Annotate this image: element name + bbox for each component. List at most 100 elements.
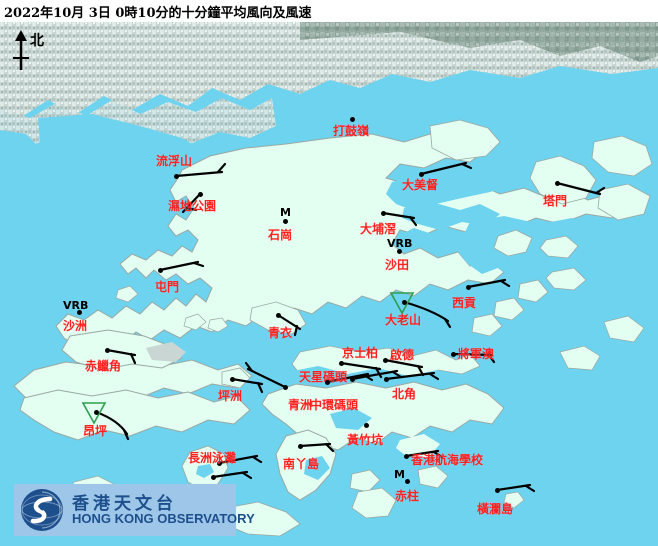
station-wind-code: VRB [387,237,413,250]
station-dot-icon [397,249,402,254]
logo-title-zh: 香港天文台 [72,494,177,514]
wind-barb-shaft [381,211,416,220]
wind-barb-feather [443,317,452,329]
station-label: 西貢 [452,296,477,310]
wind-barb-feather [499,279,511,288]
wind-barb-shaft [211,470,249,479]
hko-logo: 香港天文台 HONG KONG OBSERVATORY [14,484,255,536]
wind-barb-shaft [495,483,532,492]
station-dot-icon [325,380,330,385]
station-marker-triangle-icon [389,292,415,315]
station-dot-icon [298,444,303,449]
page-title: 2022年10月 3日 0時10分的十分鐘平均風向及風速 [4,6,312,21]
hko-swirl-logo-icon [21,489,63,531]
station-dot-icon [105,348,110,353]
station-dot-icon [381,211,386,216]
station-label: 天星碼頭 [299,370,348,384]
station-dot-icon [276,313,281,318]
station-label: 沙洲 [63,319,88,333]
station-dot-icon [404,454,409,459]
north-label: 北 [30,33,44,49]
station-label: 打鼓嶺 [333,124,370,138]
station-dot-icon [77,310,82,315]
station-dot-icon [383,358,388,363]
station-label: 濕地公園 [168,199,217,213]
wind-barb-shaft [466,278,507,289]
station-dot-icon [364,423,369,428]
station-dot-icon [350,377,355,382]
station-label: 大埔滘 [360,222,397,236]
station-label: 黃竹坑 [347,433,384,447]
station-dot-icon [94,410,99,415]
wind-barb-shaft [217,454,259,465]
wind-barb-shaft [339,361,382,371]
station-wind-code: M [280,206,291,219]
station-label: 青衣 [268,326,293,340]
wind-barb-layer [81,161,606,493]
wind-barb-feather [324,442,335,453]
station-marker-triangle-icon [81,402,107,425]
station-label: 坪洲 [218,389,243,403]
station-dot-icon [217,461,222,466]
station-label: 南丫島 [283,457,320,471]
station-wind-code: VRB [63,299,89,312]
wind-barb-feather [391,370,403,379]
station-label: 赤柱 [395,489,420,503]
wind-barb-feather [293,324,299,337]
wind-barb-feather [374,366,383,379]
station-label: 赤鱲角 [85,359,122,373]
station-label: 昂坪 [83,424,108,438]
map-canvas[interactable]: 北 打鼓嶺 流浮山 濕地公園 M 石崗 大美督 塔門 大埔滘 VRB 沙田 屯門 VRB 沙洲 赤鱲角 青衣… [0,22,658,546]
wind-barb-feather [594,186,606,195]
station-label: 石崗 [268,228,293,242]
wind-barb-feather [251,455,263,464]
station-dot-icon [451,352,456,357]
wind-barb-feather [524,484,536,493]
wind-barb-feather [216,162,227,174]
station-label: 中環碼頭 [310,398,359,412]
station-label: 青洲 [288,398,313,412]
wind-barb-shaft [350,369,399,381]
title-bar: 2022年10月 3日 0時10分的十分鐘平均風向及風速 [0,0,658,22]
station-dot-icon [198,192,203,197]
wind-barb-shaft [181,192,202,214]
station-label: 屯門 [155,280,180,294]
station-label: 橫瀾島 [477,502,514,516]
station-label: 大美督 [402,178,439,192]
station-dot-icon [350,117,355,122]
station-dot-icon [158,268,163,273]
wind-barb-shaft [246,367,287,389]
wind-barb-shaft [451,352,494,357]
station-dot-icon [405,479,410,484]
wind-barb-feather [432,450,444,459]
wind-barb-shaft [555,181,602,196]
wind-barb-feather [244,361,254,373]
station-label: 啟德 [390,348,415,362]
station-label: 大老山 [385,313,422,327]
north-arrow: 北 [6,28,52,74]
station-label: 流浮山 [156,154,193,168]
station-dot-icon [495,488,500,493]
station-label: 北角 [392,387,417,401]
north-arrow-icon [13,30,29,70]
wind-barb-shaft [419,161,468,176]
station-dot-icon [174,174,179,179]
station-dot-icon [555,181,560,186]
station-dot-icon [230,377,235,382]
wind-barb-shaft [325,372,370,384]
wind-barb-shaft [174,170,224,178]
station-label: 塔門 [543,194,568,208]
station-label: 京士柏 [342,346,379,360]
station-dot-icon [211,475,216,480]
basemap-layer [0,22,658,546]
wind-barb-feather [122,428,130,441]
station-dot-icon [339,361,344,366]
station-label: 將軍澳 [458,347,495,361]
wind-barb-shaft [383,358,424,369]
station-dot-icon [419,172,424,177]
station-dot-icon [283,219,288,224]
station-dot-icon [384,377,389,382]
wind-barb-feather [486,352,496,364]
station-dot-icon [402,300,407,305]
